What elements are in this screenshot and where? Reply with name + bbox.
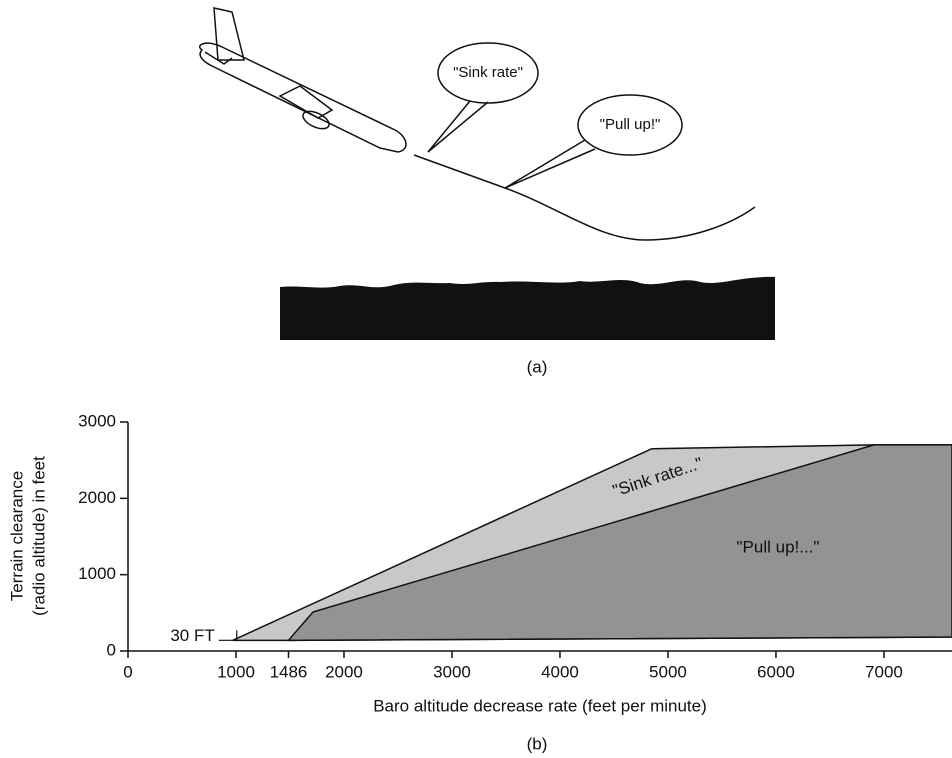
- x-tick-label: 1486: [270, 662, 308, 681]
- callout-tail: [427, 100, 489, 153]
- x-tick-label: 4000: [541, 662, 579, 681]
- fuselage: [199, 42, 407, 153]
- stabilizer: [204, 51, 233, 65]
- flight-path: [413, 154, 756, 241]
- x-tick-label: 5000: [649, 662, 687, 681]
- x-tick-label: 7000: [865, 662, 903, 681]
- region-label: "Pull up!...": [737, 537, 820, 556]
- callout-tail: [504, 139, 596, 189]
- region: [286, 444, 952, 642]
- y-axis-label: (radio altitude) in feet: [29, 456, 48, 616]
- chart: "Sink rate...""Pull up!..."0100020003000…: [7, 411, 952, 753]
- callout-bubble: [577, 94, 683, 156]
- callout-bubble: [437, 42, 539, 104]
- x-tick-label: 2000: [325, 662, 363, 681]
- y-tick-label: 2000: [78, 488, 116, 507]
- ground: [280, 276, 775, 340]
- x-tick-label: 6000: [757, 662, 795, 681]
- tail-fin: [213, 7, 245, 61]
- caption: (b): [527, 734, 548, 753]
- engine: [302, 110, 330, 130]
- illustration: "Sink rate" "Pull up!" (a): [199, 7, 775, 376]
- x-tick-label: 3000: [433, 662, 471, 681]
- x-tick-label: 0: [123, 662, 132, 681]
- callout-text: "Pull up!": [600, 116, 661, 133]
- callout-text: "Sink rate": [453, 64, 523, 81]
- x-tick-label: 1000: [217, 662, 255, 681]
- y-axis-label: Terrain clearance: [7, 471, 26, 601]
- annotation: 30 FT: [170, 626, 214, 645]
- y-tick-label: 3000: [78, 411, 116, 430]
- y-tick-label: 0: [107, 640, 116, 659]
- y-tick-label: 1000: [78, 564, 116, 583]
- caption: (a): [527, 357, 548, 376]
- wing: [278, 85, 334, 119]
- x-axis-label: Baro altitude decrease rate (feet per mi…: [373, 696, 707, 715]
